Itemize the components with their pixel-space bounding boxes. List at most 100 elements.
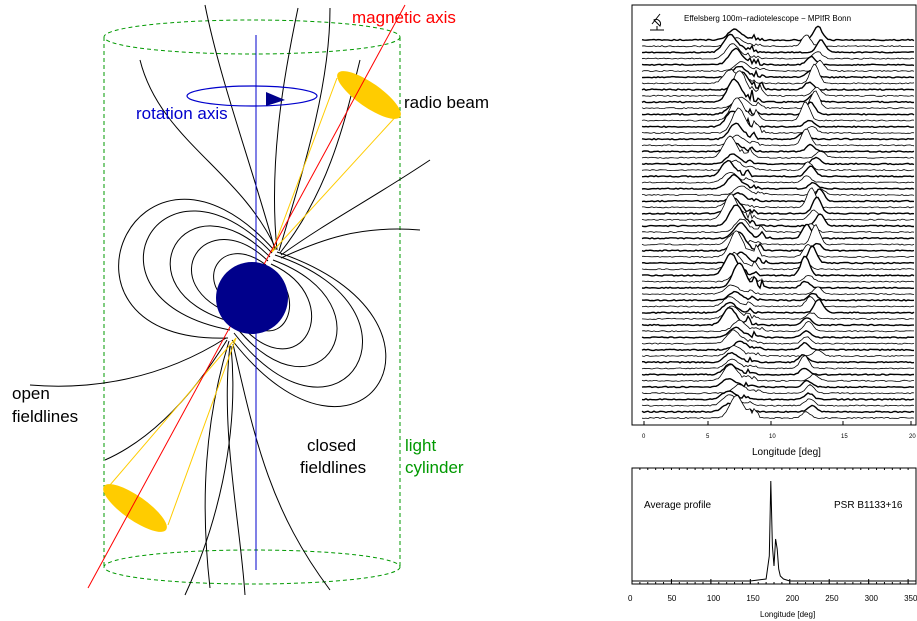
stack-tick-label: 0 [642, 434, 646, 440]
pulse-trace [641, 340, 914, 352]
pulse-trace [641, 377, 915, 389]
pulse-trace [641, 296, 915, 308]
pulse-trace [641, 71, 915, 91]
pulse-trace [641, 43, 915, 60]
avg-tick-label: 100 [707, 594, 721, 603]
pulse-trace [641, 196, 915, 215]
pulse-trace [641, 59, 915, 73]
closed-fieldlines-label-2: fieldlines [300, 458, 366, 477]
average-profile-line [632, 480, 916, 582]
pulse-trace [641, 390, 915, 401]
pulse-trace [641, 244, 915, 265]
pulse-stack-xlabel: Longitude [deg] [752, 447, 821, 458]
pulse-trace [642, 351, 915, 364]
pulse-trace [641, 193, 915, 221]
pulse-trace [641, 262, 915, 290]
rotation-arrow-icon [186, 85, 318, 107]
light-cylinder [103, 19, 401, 585]
pulse-trace [641, 290, 915, 302]
stack-tick-label: 5 [706, 434, 710, 440]
average-profile-x-axis: 0 50 100 150 200 250 300 350 [628, 468, 917, 603]
pulse-trace [641, 188, 915, 203]
radio-beam-bottom [103, 337, 237, 532]
pulse-trace [641, 47, 915, 67]
pulse-trace [641, 363, 915, 376]
pulse-trace [641, 34, 914, 48]
pulse-stack-traces [641, 25, 915, 420]
pulse-trace [641, 90, 915, 110]
pulse-trace [642, 298, 915, 315]
pulse-trace [642, 271, 915, 283]
open-fieldlines-label-2: fieldlines [12, 407, 78, 426]
pulse-trace [642, 230, 915, 258]
radio-beam-top [271, 71, 401, 253]
closed-fieldlines-label-1: closed [307, 436, 356, 455]
pulse-trace [642, 187, 915, 209]
pulse-stack-header: Effelsberg 100m−radiotelescope − MPIfR B… [684, 14, 851, 23]
pulse-trace [641, 110, 915, 129]
pulse-trace [641, 122, 915, 141]
pulse-stack-x-axis: 0 5 10 15 20 [642, 421, 916, 440]
light-cylinder-label-2: cylinder [405, 458, 464, 477]
pulse-trace [641, 402, 915, 414]
pulse-trace [641, 78, 915, 104]
pulse-trace [641, 128, 915, 147]
pulse-trace [641, 395, 915, 420]
pulse-trace [641, 135, 915, 159]
pulse-trace [642, 185, 915, 196]
pulse-trace [641, 33, 915, 54]
rotation-axis-label: rotation axis [136, 104, 228, 123]
pulse-trace [641, 319, 914, 333]
pulse-trace [641, 305, 915, 320]
average-profile-xlabel: Longitude [deg] [760, 610, 815, 619]
pulse-trace [641, 364, 915, 382]
pulse-trace [641, 383, 915, 395]
pulse-trace [641, 204, 914, 228]
avg-tick-label: 0 [628, 594, 633, 603]
pulse-trace [641, 97, 915, 122]
pulse-trace [641, 25, 915, 42]
avg-tick-label: 250 [825, 594, 839, 603]
stack-tick-label: 10 [769, 434, 776, 440]
pulse-trace [641, 344, 915, 358]
pulse-trace [641, 153, 915, 166]
pulse-stack-frame [631, 4, 917, 426]
open-fieldlines-label-1: open [12, 384, 50, 403]
pulse-trace [641, 252, 915, 277]
avg-tick-label: 200 [786, 594, 800, 603]
average-profile-frame [631, 467, 917, 585]
pulse-trace [641, 284, 915, 296]
pulse-trace [641, 355, 915, 370]
pulse-trace [641, 329, 915, 345]
average-profile-label: Average profile [644, 500, 712, 511]
pulse-trace [641, 173, 915, 191]
avg-tick-label: 300 [865, 594, 879, 603]
avg-tick-label: 150 [746, 594, 760, 603]
pulse-trace [641, 65, 914, 79]
pulse-trace [641, 159, 915, 178]
radio-beam-label: radio beam [404, 93, 489, 112]
neutron-star [216, 262, 288, 334]
pulse-trace [641, 101, 915, 116]
pulse-trace [641, 63, 915, 85]
pulse-trace [641, 218, 915, 234]
pulse-trace [641, 107, 915, 134]
pulse-trace [641, 251, 915, 271]
psr-name-label: PSR B1133+16 [834, 500, 903, 511]
telescope-icon [650, 13, 664, 31]
light-cylinder-label-1: light [405, 436, 436, 455]
pulse-trace [641, 394, 915, 407]
pulse-trace [641, 326, 915, 339]
pulse-trace [641, 142, 915, 153]
pulse-trace [641, 70, 915, 97]
pulse-trace [641, 223, 915, 246]
stack-tick-label: 20 [909, 434, 916, 440]
pulse-trace [641, 231, 915, 253]
pulse-trace [641, 222, 915, 240]
pulse-trace [641, 159, 915, 172]
pulse-trace [641, 172, 915, 184]
pulse-trace [641, 307, 914, 327]
avg-tick-label: 50 [667, 594, 676, 603]
magnetic-axis-label: magnetic axis [352, 8, 456, 27]
